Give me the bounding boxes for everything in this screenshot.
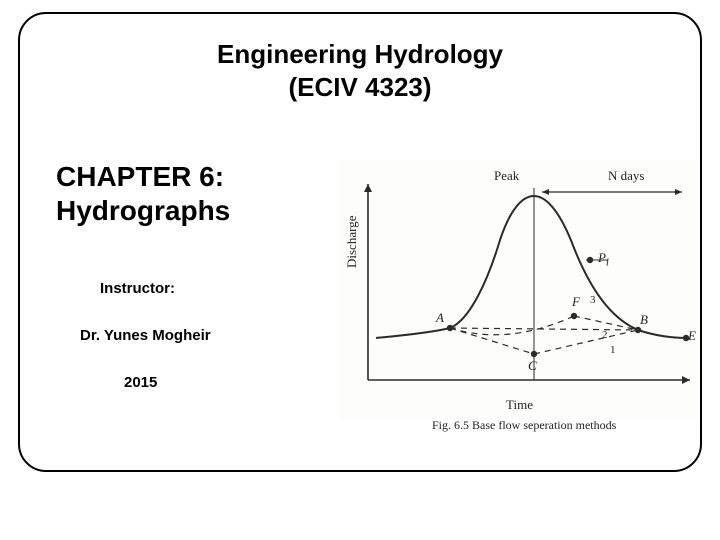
- label-Pi: Pi: [598, 250, 609, 269]
- label-F: F: [572, 294, 580, 310]
- slide: Engineering Hydrology (ECIV 4323) CHAPTE…: [0, 0, 720, 540]
- chapter-line-1: CHAPTER 6:: [56, 160, 230, 194]
- label-A: A: [436, 310, 444, 326]
- label-peak: Peak: [494, 168, 519, 184]
- label-method-2: 2: [602, 329, 608, 341]
- instructor-name: Dr. Yunes Mogheir: [80, 327, 211, 344]
- hydrograph-svg: [338, 160, 698, 420]
- label-n-days: N days: [608, 168, 644, 184]
- chapter-line-2: Hydrographs: [56, 194, 230, 228]
- chapter-block: CHAPTER 6: Hydrographs: [56, 160, 230, 227]
- info-block: Instructor: Dr. Yunes Mogheir 2015: [100, 280, 211, 391]
- instructor-label: Instructor:: [100, 280, 211, 297]
- hydrograph-figure: [338, 160, 698, 420]
- figure-caption: Fig. 6.5 Base flow seperation methods: [432, 418, 616, 433]
- label-C: C: [528, 358, 537, 374]
- label-E: E: [688, 328, 696, 344]
- title-line-2: (ECIV 4323): [0, 71, 720, 104]
- title-line-1: Engineering Hydrology: [0, 38, 720, 71]
- label-method-3: 3: [590, 294, 596, 306]
- label-B: B: [640, 312, 648, 328]
- y-axis-label: Discharge: [344, 216, 360, 268]
- year-label: 2015: [124, 374, 211, 391]
- title-block: Engineering Hydrology (ECIV 4323): [0, 38, 720, 103]
- x-axis-label: Time: [506, 397, 533, 413]
- label-method-1: 1: [610, 344, 616, 356]
